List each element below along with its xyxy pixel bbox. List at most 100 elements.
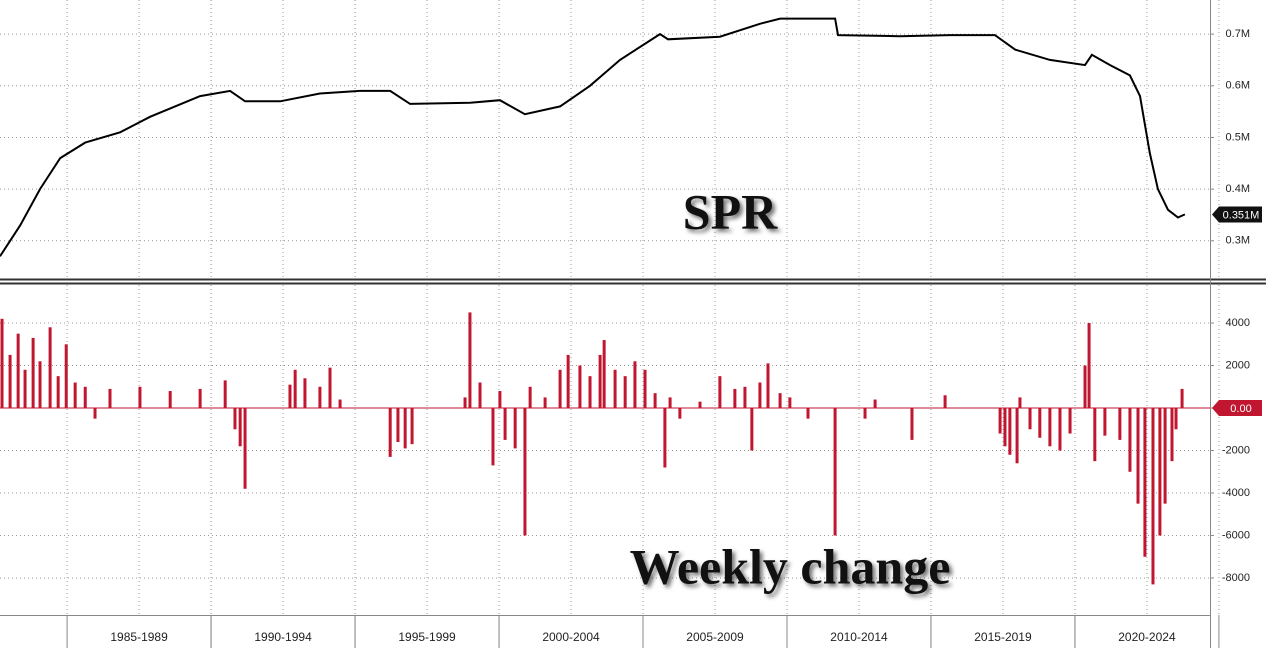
bar: [668, 397, 672, 409]
x-tick-label: 1990-1994: [254, 630, 312, 644]
bar: [338, 399, 342, 409]
bar: [303, 378, 307, 409]
x-tick-label: 1985-1989: [110, 630, 168, 644]
last-value-tag: [1212, 206, 1262, 223]
bar: [718, 376, 722, 409]
x-tick-label: 2010-2014: [830, 630, 888, 644]
bar: [1058, 408, 1062, 451]
bar: [863, 408, 867, 419]
bar: [16, 333, 20, 409]
x-tick-label: 1995-1999: [398, 630, 456, 644]
bar: [1103, 408, 1107, 436]
last-value-tag: [1212, 400, 1262, 417]
bar: [1048, 408, 1052, 447]
annotation: Weekly change: [630, 538, 951, 594]
bar: [31, 337, 35, 409]
bar: [613, 369, 617, 409]
bar: [558, 369, 562, 409]
bar: [873, 399, 877, 409]
bar: [1087, 323, 1091, 409]
bar: [643, 369, 647, 409]
bar: [93, 408, 97, 419]
bar: [733, 388, 737, 409]
bar: [543, 397, 547, 409]
bar: [1028, 408, 1032, 430]
x-tick-label: 2000-2004: [542, 630, 600, 644]
y-tick-label: 0.5M: [1226, 131, 1250, 143]
bar: [588, 376, 592, 409]
bar: [998, 408, 1002, 434]
bar: [1003, 408, 1007, 447]
bar: [1136, 408, 1140, 504]
annotation: SPR: [683, 183, 778, 239]
bar: [1015, 408, 1019, 464]
bar: [403, 408, 407, 449]
bar: [578, 365, 582, 409]
bar: [758, 382, 762, 409]
y-tick-label: -6000: [1222, 529, 1250, 541]
bar: [73, 382, 77, 409]
bar: [64, 344, 68, 409]
y-tick-label: 4000: [1226, 317, 1250, 329]
x-tick-label: 2005-2009: [686, 630, 744, 644]
x-tick-label: 2020-2024: [1118, 630, 1176, 644]
bar: [503, 408, 507, 440]
bar: [138, 386, 142, 409]
line-series: [0, 17, 1186, 257]
bar: [8, 354, 12, 409]
bar: [598, 354, 602, 409]
bar: [0, 318, 4, 409]
bar: [223, 380, 227, 409]
bar: [623, 376, 627, 409]
bar: [663, 408, 667, 468]
bar: [750, 408, 754, 451]
bar: [1180, 388, 1184, 409]
y-tick-label: 2000: [1226, 359, 1250, 371]
bar: [410, 408, 414, 445]
bar: [633, 361, 637, 409]
bar: [491, 408, 495, 466]
y-tick-label: -2000: [1222, 444, 1250, 456]
y-tick-label: 0.6M: [1226, 80, 1250, 92]
bar: [1158, 408, 1162, 536]
bar: [396, 408, 400, 443]
bar: [566, 354, 570, 409]
bar: [238, 408, 242, 447]
bar: [1174, 408, 1178, 430]
bar: [388, 408, 392, 457]
bar: [1068, 408, 1072, 434]
bar: [1018, 397, 1022, 409]
bar: [833, 408, 837, 536]
last-value-label: 0.351M: [1223, 209, 1260, 221]
bar: [108, 388, 112, 409]
bar: [328, 367, 332, 409]
bar: [1163, 408, 1167, 504]
bar: [23, 369, 27, 409]
bar: [168, 391, 172, 409]
bar: [1083, 365, 1087, 409]
bar: [468, 312, 472, 409]
bar: [38, 361, 42, 409]
bar: [243, 408, 247, 489]
y-tick-label: -4000: [1222, 487, 1250, 499]
bar: [1143, 408, 1147, 557]
bar: [463, 397, 467, 409]
bar: [766, 363, 770, 409]
bar: [56, 376, 60, 409]
y-tick-label: -8000: [1222, 572, 1250, 584]
bar: [1170, 408, 1174, 462]
bar: [513, 408, 517, 449]
bar: [83, 386, 87, 409]
bar: [653, 393, 657, 409]
bar: [743, 386, 747, 409]
last-value-label: 0.00: [1230, 403, 1251, 415]
bar: [478, 382, 482, 409]
bar: [523, 408, 527, 536]
bar: [1008, 408, 1012, 455]
bar: [788, 397, 792, 409]
bar: [288, 384, 292, 409]
bar: [1093, 408, 1097, 462]
bar: [233, 408, 237, 430]
bar: [48, 327, 52, 409]
